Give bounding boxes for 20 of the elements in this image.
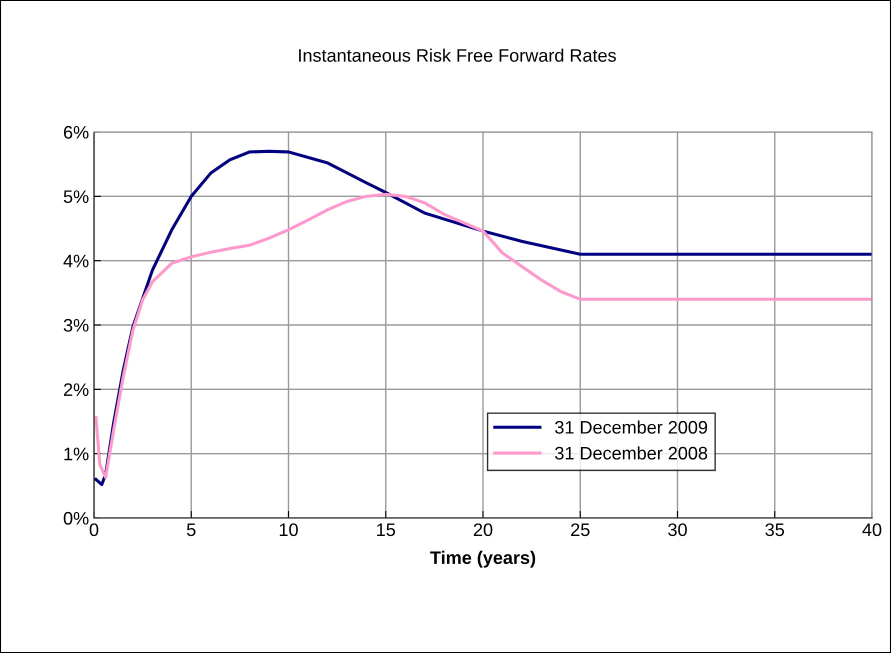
- legend-label: 31 December 2009: [555, 420, 708, 434]
- y-tick-label: 6%: [64, 126, 88, 139]
- x-tick-label: 40: [862, 523, 882, 536]
- y-tick-label: 3%: [64, 318, 88, 332]
- legend-label: 31 December 2008: [555, 446, 708, 460]
- y-tick-label: 1%: [64, 448, 88, 460]
- x-tick-label: 35: [765, 523, 784, 536]
- x-tick-label: 20: [474, 523, 492, 536]
- y-tick-label: 2%: [64, 383, 88, 396]
- x-tick-label: 0: [90, 523, 98, 536]
- x-tick-label: 15: [377, 524, 396, 536]
- y-tick-label: 5%: [64, 190, 88, 204]
- x-tick-label: 25: [571, 523, 590, 536]
- chart-title: Instantaneous Risk Free Forward Rates: [299, 48, 616, 62]
- x-tick-label: 30: [668, 523, 687, 536]
- x-tick-label: 5: [186, 524, 196, 536]
- y-tick-label: 0%: [64, 512, 88, 525]
- x-axis-title: Time (years): [430, 550, 536, 568]
- y-tick-label: 4%: [63, 254, 88, 268]
- x-tick-label: 10: [280, 523, 298, 536]
